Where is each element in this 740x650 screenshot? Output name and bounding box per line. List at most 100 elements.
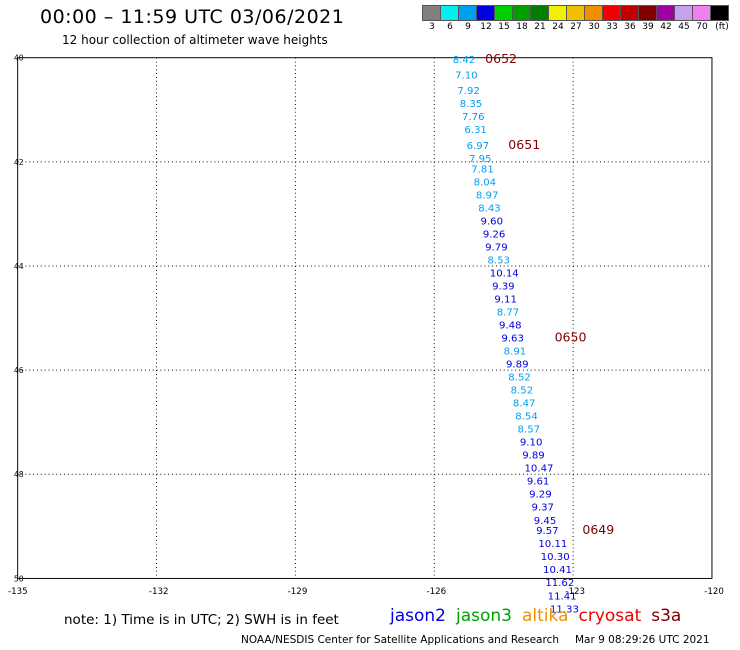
- wave-height-value: 6.31: [464, 125, 487, 136]
- wave-height-color-scale: [422, 5, 729, 21]
- altimeter-map: -135 -132 -129 -126 -123 -120 40 42 44 46 48 50 8.42…: [8, 51, 724, 615]
- scale-label: 36: [624, 22, 636, 32]
- pass-time-label: 0650: [555, 330, 587, 345]
- wave-height-value: 11.62: [545, 578, 574, 589]
- longitude-tick-label: -120: [704, 587, 724, 597]
- scale-swatch: [602, 5, 621, 21]
- wave-height-value: 11.33: [550, 604, 579, 615]
- wave-height-value: 8.43: [478, 203, 501, 214]
- wave-height-value: 10.41: [543, 565, 572, 576]
- scale-swatch: [512, 5, 531, 21]
- scale-swatch: [476, 5, 495, 21]
- scale-swatch: [422, 5, 441, 21]
- scale-swatch: [494, 5, 513, 21]
- wave-height-value: 7.95: [469, 154, 492, 165]
- longitude-tick-label: -123: [565, 587, 585, 597]
- scale-swatch: [566, 5, 585, 21]
- wave-height-value: 8.54: [515, 412, 538, 423]
- wave-height-value: 9.63: [501, 334, 524, 345]
- wave-height-value: 7.10: [455, 71, 478, 82]
- wave-height-value: 9.89: [522, 451, 545, 462]
- wave-height-value: 9.60: [481, 216, 504, 227]
- scale-label: 6: [447, 22, 453, 32]
- wave-height-value: 9.48: [499, 320, 522, 331]
- scale-swatch: [548, 5, 567, 21]
- scale-swatch: [638, 5, 657, 21]
- wave-height-value: 9.61: [527, 477, 550, 488]
- satellite-legend: jason2 jason3 altika cryosat s3a: [390, 606, 691, 626]
- scale-label: 42: [660, 22, 672, 32]
- wave-height-value: 8.35: [460, 99, 483, 110]
- scale-swatch: [710, 5, 729, 21]
- scale-swatch: [584, 5, 603, 21]
- wave-height-value: 10.14: [490, 268, 519, 279]
- scale-swatch: [656, 5, 675, 21]
- wave-height-value: 7.92: [457, 86, 480, 97]
- wave-height-value: 6.97: [467, 141, 490, 152]
- latitude-tick-label: 40: [14, 54, 24, 63]
- wave-height-value: 10.47: [525, 464, 554, 475]
- wave-height-value: 10.11: [538, 539, 567, 550]
- wave-height-value: 9.37: [531, 503, 554, 514]
- longitude-tick-label: -129: [288, 587, 308, 597]
- wave-height-value: 11.41: [548, 591, 577, 602]
- wave-height-value: 9.79: [485, 242, 508, 253]
- latitude-tick-label: 48: [14, 470, 24, 479]
- wave-height-value: 9.45: [534, 516, 557, 527]
- scale-label: 45: [678, 22, 690, 32]
- wave-height-value: 8.57: [518, 425, 541, 436]
- scale-label: (ft): [715, 22, 729, 32]
- wave-height-value: 8.52: [508, 373, 531, 384]
- latitude-tick-label: 44: [14, 262, 24, 271]
- scale-label: 18: [516, 22, 528, 32]
- scale-label: 30: [588, 22, 600, 32]
- scale-label: 39: [642, 22, 654, 32]
- wave-height-value: 8.53: [487, 255, 510, 266]
- scale-swatch: [440, 5, 459, 21]
- wave-height-value: 7.81: [471, 164, 494, 175]
- latitude-tick-label: 46: [14, 366, 24, 375]
- wave-height-value: 8.97: [476, 190, 499, 201]
- wave-height-value: 9.11: [494, 294, 517, 305]
- footer-note: note: 1) Time is in UTC; 2) SWH is in fe…: [64, 612, 339, 628]
- wave-height-value: 9.10: [520, 438, 543, 449]
- credit-text: NOAA/NESDIS Center for Satellite Applica…: [241, 634, 559, 646]
- pass-time-label: 0652: [485, 51, 517, 66]
- page-title: 00:00 – 11:59 UTC 03/06/2021: [40, 6, 345, 28]
- scale-label: 70: [696, 22, 708, 32]
- wave-height-value: 9.39: [492, 281, 515, 292]
- wave-height-value: 8.47: [513, 399, 536, 410]
- pass-time-label: 0649: [582, 522, 614, 537]
- scale-label: 33: [606, 22, 618, 32]
- scale-swatch: [458, 5, 477, 21]
- scale-label: 12: [480, 22, 492, 32]
- scale-label: 21: [534, 22, 546, 32]
- wave-height-value: 8.52: [511, 386, 534, 397]
- wave-height-value: 8.77: [497, 307, 520, 318]
- wave-height-value: 9.29: [529, 490, 552, 501]
- wave-height-value: 9.57: [536, 526, 559, 537]
- scale-label: 24: [552, 22, 564, 32]
- scale-label: 15: [498, 22, 510, 32]
- satellite-legend-item: altika: [522, 606, 569, 626]
- wave-height-value: 7.76: [462, 112, 485, 123]
- latitude-tick-label: 42: [14, 158, 24, 167]
- scale-label: 9: [465, 22, 471, 32]
- wave-height-value: 9.89: [506, 360, 529, 371]
- longitude-tick-label: -135: [8, 587, 28, 597]
- generation-timestamp: Mar 9 08:29:26 UTC 2021: [575, 634, 710, 646]
- wave-height-value: 9.26: [483, 229, 506, 240]
- wave-height-value: 8.91: [504, 347, 527, 358]
- scale-swatch: [620, 5, 639, 21]
- wave-height-value: 10.30: [541, 552, 570, 563]
- satellite-legend-item: jason3: [456, 606, 512, 626]
- scale-label: 3: [429, 22, 435, 32]
- longitude-tick-label: -132: [149, 587, 169, 597]
- page-subtitle: 12 hour collection of altimeter wave hei…: [62, 33, 328, 47]
- latitude-tick-label: 50: [14, 574, 24, 583]
- map-border: [17, 57, 713, 579]
- scale-swatch: [530, 5, 549, 21]
- satellite-legend-item: jason2: [390, 606, 446, 626]
- longitude-tick-label: -126: [427, 587, 447, 597]
